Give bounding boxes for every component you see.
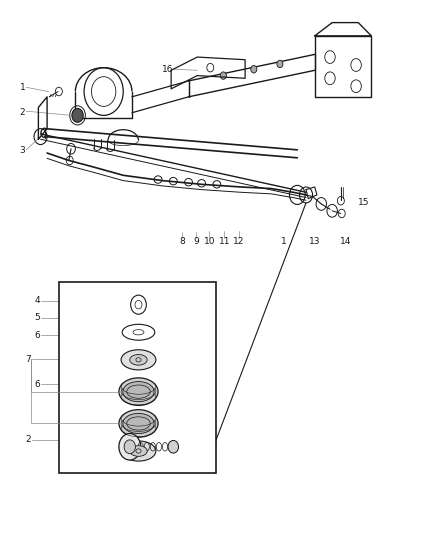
Text: 6: 6	[34, 379, 40, 389]
Text: 8: 8	[179, 237, 185, 246]
Text: 9: 9	[194, 237, 199, 246]
Text: 10: 10	[204, 237, 215, 246]
Ellipse shape	[130, 354, 147, 365]
Circle shape	[168, 440, 179, 453]
Circle shape	[277, 60, 283, 68]
Bar	[59, 282, 215, 473]
Ellipse shape	[119, 378, 158, 406]
Text: 4: 4	[34, 296, 40, 305]
Text: 11: 11	[219, 237, 230, 246]
Ellipse shape	[130, 446, 147, 456]
Ellipse shape	[119, 410, 158, 437]
Circle shape	[251, 66, 257, 73]
Text: 5: 5	[34, 313, 40, 322]
Text: 15: 15	[358, 198, 370, 207]
Text: 13: 13	[309, 237, 321, 246]
Circle shape	[220, 72, 226, 79]
Text: 2: 2	[20, 108, 25, 117]
Text: 2: 2	[25, 435, 31, 445]
Text: 7: 7	[25, 355, 31, 364]
Text: 1: 1	[20, 83, 25, 92]
Text: 3: 3	[20, 147, 25, 156]
Circle shape	[124, 440, 135, 454]
Text: 16: 16	[162, 64, 173, 74]
Text: 1: 1	[281, 237, 287, 246]
Text: 14: 14	[339, 237, 351, 246]
Text: 6: 6	[34, 331, 40, 340]
Ellipse shape	[121, 350, 156, 370]
Text: 12: 12	[233, 237, 244, 246]
Circle shape	[72, 109, 83, 122]
Circle shape	[119, 433, 141, 460]
Ellipse shape	[123, 382, 154, 402]
Ellipse shape	[121, 441, 156, 461]
Ellipse shape	[123, 414, 154, 433]
